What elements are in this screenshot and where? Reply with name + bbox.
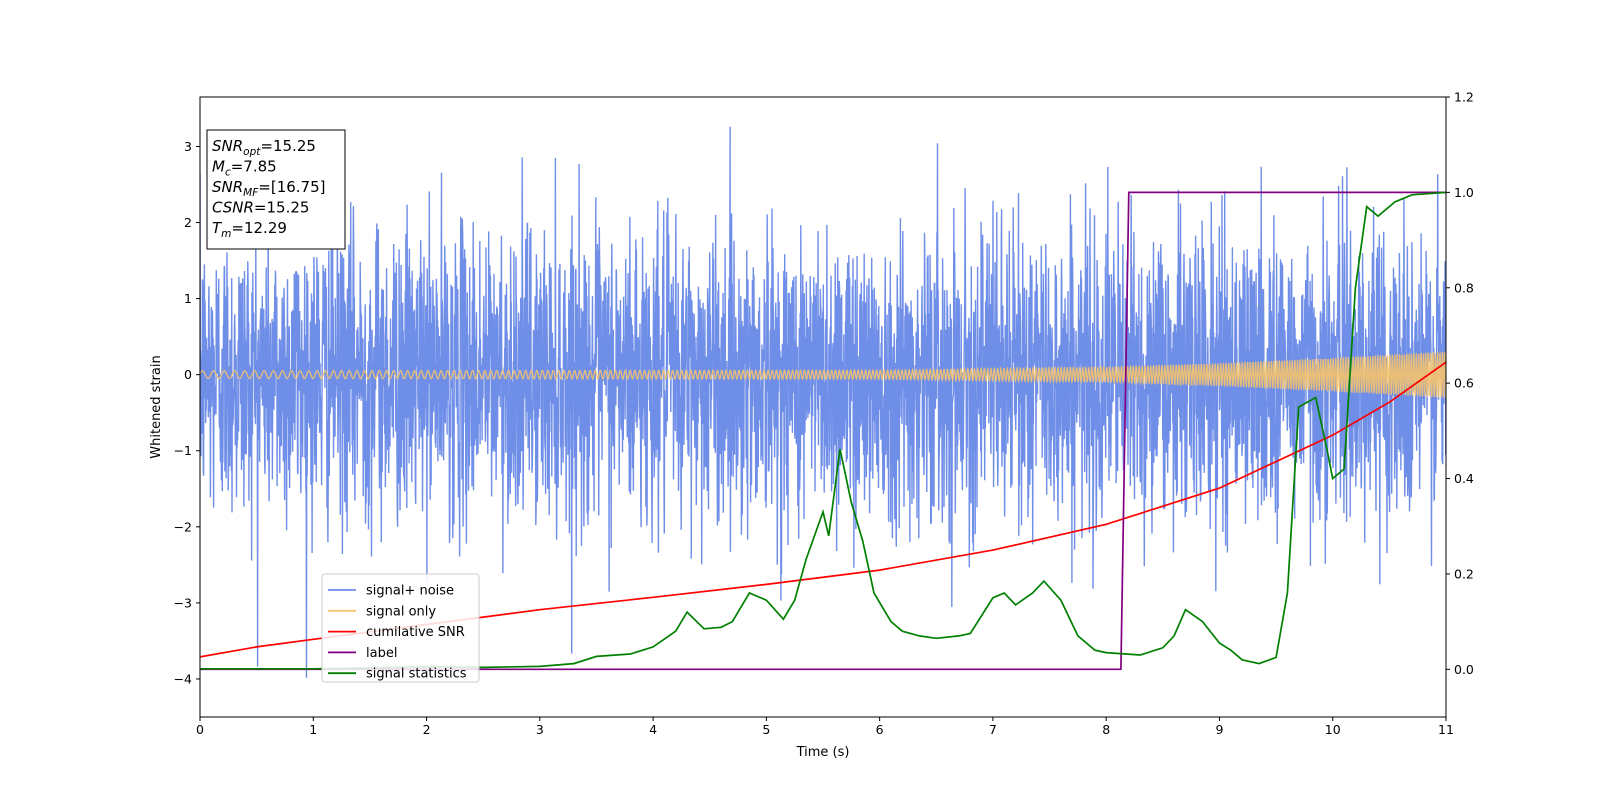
x-tick-label: 2 bbox=[423, 722, 431, 737]
y-axis-ticks: 3 2 1 0 −1 −2 −3 −4 bbox=[174, 139, 200, 686]
legend-label: cumilative SNR bbox=[366, 625, 465, 640]
annotation-line: SNRMF=[16.75] bbox=[212, 178, 326, 199]
signal-only-series bbox=[200, 351, 1446, 399]
annotation-line: SNRopt=15.25 bbox=[212, 137, 316, 158]
signal-statistics-line bbox=[200, 191, 1446, 670]
y-tick-label: 3 bbox=[184, 139, 192, 154]
y-tick-label: 0 bbox=[184, 367, 192, 382]
y2-tick-label: 0.8 bbox=[1454, 280, 1474, 295]
y2-tick-label: 0.2 bbox=[1454, 566, 1474, 581]
y-tick-label: −2 bbox=[174, 519, 192, 534]
annotation-box: SNRopt=15.25Mc=7.85SNRMF=[16.75]CSNR=15.… bbox=[206, 129, 346, 250]
annotation-frame bbox=[206, 129, 346, 250]
annotation-line: Mc=7.85 bbox=[212, 158, 277, 179]
x-tick-label: 11 bbox=[1438, 722, 1454, 737]
x-axis-ticks: 0 1 2 3 4 5 6 7 8 9 10 11 bbox=[196, 717, 1454, 737]
x-tick-label: 3 bbox=[536, 722, 544, 737]
x-tick-label: 9 bbox=[1215, 722, 1223, 737]
y2-tick-label: 0.6 bbox=[1454, 376, 1474, 391]
x-tick-label: 10 bbox=[1325, 722, 1341, 737]
y-tick-label: 1 bbox=[184, 291, 192, 306]
signal-only-line bbox=[200, 351, 1446, 399]
annotation-line: CSNR=15.25 bbox=[212, 199, 309, 217]
legend-label: label bbox=[366, 646, 397, 661]
x-tick-label: 6 bbox=[876, 722, 884, 737]
y2-axis-ticks: 1.2 1.0 0.8 0.6 0.4 0.2 0.0 bbox=[1446, 90, 1474, 677]
y-tick-label: 2 bbox=[184, 215, 192, 230]
legend-label: signal statistics bbox=[366, 667, 467, 682]
label-line bbox=[200, 191, 1446, 671]
y2-tick-label: 0.0 bbox=[1454, 662, 1474, 677]
annotation-line: Tm=12.29 bbox=[212, 219, 287, 240]
y-tick-label: −1 bbox=[174, 443, 192, 458]
legend-label: signal+ noise bbox=[366, 584, 454, 599]
legend-label: signal only bbox=[366, 604, 436, 619]
y-tick-label: −4 bbox=[174, 671, 192, 686]
x-tick-label: 0 bbox=[196, 722, 204, 737]
plot-frame bbox=[199, 96, 1447, 718]
x-tick-label: 1 bbox=[309, 722, 317, 737]
x-tick-label: 5 bbox=[762, 722, 770, 737]
y2-tick-label: 1.2 bbox=[1454, 90, 1474, 105]
x-axis-label: Time (s) bbox=[796, 745, 850, 760]
legend-frame bbox=[321, 573, 480, 683]
x-tick-label: 4 bbox=[649, 722, 657, 737]
y-tick-label: −3 bbox=[174, 595, 192, 610]
x-tick-label: 7 bbox=[989, 722, 997, 737]
x-tick-label: 8 bbox=[1102, 722, 1110, 737]
y-axis-label: Whitened strain bbox=[149, 355, 164, 458]
y2-tick-label: 1.0 bbox=[1454, 185, 1474, 200]
legend: signal+ noise signal only cumilative SNR la… bbox=[321, 573, 480, 683]
y2-tick-label: 0.4 bbox=[1454, 471, 1474, 486]
